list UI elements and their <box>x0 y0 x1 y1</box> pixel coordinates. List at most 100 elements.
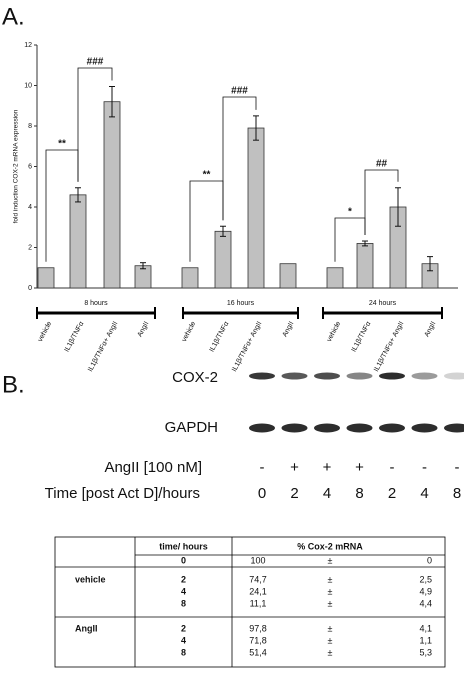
blot-label: GAPDH <box>165 419 218 436</box>
blot-band <box>346 423 373 433</box>
time: 4 <box>323 485 331 502</box>
y-tick-label: 10 <box>24 82 32 89</box>
blot-band <box>249 423 275 433</box>
y-tick-label: 4 <box>28 204 32 211</box>
y-tick-label: 8 <box>28 123 32 130</box>
bar <box>356 243 374 289</box>
table-border <box>54 536 446 668</box>
bracket <box>222 96 257 221</box>
table-cell: ± <box>328 574 333 584</box>
group-label: 24 hours <box>369 300 397 307</box>
y-tick-label: 0 <box>28 285 32 292</box>
error-bar <box>220 225 226 237</box>
row-label: Time [post Act D]/hours <box>45 485 200 502</box>
table-cell: 100 <box>250 555 265 565</box>
bar <box>37 267 55 289</box>
bar <box>181 267 199 289</box>
time: 8 <box>453 485 461 502</box>
blot-band <box>314 372 340 380</box>
sign: + <box>355 459 364 476</box>
bar <box>69 194 87 289</box>
x-tick-label: AngII <box>282 320 296 338</box>
time: 2 <box>388 485 396 502</box>
table-group: AngII <box>75 623 98 633</box>
bracket <box>364 169 399 236</box>
error-bar <box>75 187 81 203</box>
table-cell: 51,4 <box>249 647 267 657</box>
blot-band <box>411 423 438 433</box>
error-bar <box>140 262 146 270</box>
table-cell: ± <box>328 555 333 565</box>
bar <box>326 267 344 289</box>
sign: - <box>422 459 427 476</box>
blot-band <box>379 372 405 380</box>
table-cell: 2,5 <box>419 574 432 584</box>
sign: - <box>260 459 265 476</box>
group-label: 8 hours <box>84 300 108 307</box>
y-axis-title: fold induction COX-2 mRNA expression <box>13 109 20 223</box>
significance: * <box>348 207 352 218</box>
panel-label: A. <box>2 3 25 30</box>
x-tick-label: AngII <box>424 320 438 338</box>
x-tick-label: AngII <box>137 320 151 338</box>
blot-band <box>346 372 373 380</box>
x-tick-label: IL1β/TNFα <box>64 321 86 354</box>
error-bar <box>109 86 115 118</box>
x-tick-label: vehicle <box>181 320 197 343</box>
table-cell: 0 <box>181 555 186 565</box>
x-tick-label: IL1β/TNFα+ AngII <box>231 320 263 373</box>
significance: ** <box>203 170 211 181</box>
time: 0 <box>258 485 266 502</box>
x-tick-label: vehicle <box>326 320 342 343</box>
bar <box>279 263 297 289</box>
row-label: AngII [100 nM] <box>104 459 202 476</box>
table-cell: ± <box>328 647 333 657</box>
table-cell: 4,4 <box>419 598 432 608</box>
y-tick-label: 2 <box>28 244 32 251</box>
table-cell: 74,7 <box>249 574 267 584</box>
time: 8 <box>355 485 363 502</box>
panel-label: B. <box>2 371 25 398</box>
group-label: 16 hours <box>227 300 255 307</box>
table-cell: 4 <box>181 635 186 645</box>
blot-band <box>411 372 438 380</box>
y-tick-label: 12 <box>24 42 32 49</box>
time: 2 <box>290 485 298 502</box>
table-cell: 8 <box>181 647 186 657</box>
table-cell: ± <box>328 623 333 633</box>
table-cell: 5,3 <box>419 647 432 657</box>
x-tick-label: IL1β/TNFα+ AngII <box>373 320 405 373</box>
table-group: vehicle <box>75 574 106 584</box>
bar <box>247 127 265 289</box>
x-tick-label: IL1β/TNFα <box>209 321 231 354</box>
table-cell: 97,8 <box>249 623 267 633</box>
bar <box>103 101 121 289</box>
significance: ## <box>376 159 388 170</box>
blot-band <box>444 372 464 380</box>
sign: - <box>390 459 395 476</box>
sign: + <box>323 459 332 476</box>
x-tick-label: vehicle <box>37 320 53 343</box>
sign: - <box>455 459 460 476</box>
blot-label: COX-2 <box>172 369 218 386</box>
error-bar <box>395 187 401 227</box>
blot-band <box>281 423 308 433</box>
table-cell: 24,1 <box>249 586 267 596</box>
table-cell: 1,1 <box>419 635 432 645</box>
table-cell: 4,1 <box>419 623 432 633</box>
blot-band <box>249 372 275 380</box>
y-tick-label: 6 <box>28 163 32 170</box>
bar <box>214 230 232 289</box>
significance: ### <box>87 57 104 68</box>
table-cell: 0 <box>427 555 432 565</box>
table-cell: 11,1 <box>250 598 267 608</box>
table-cell: 4 <box>181 586 186 596</box>
bracket <box>77 67 113 182</box>
table-header: time/ hours <box>159 541 208 551</box>
table-cell: 4,9 <box>419 586 432 596</box>
error-bar <box>253 115 259 141</box>
table-cell: ± <box>328 586 333 596</box>
table-cell: 71,8 <box>249 635 267 645</box>
table-cell: 2 <box>181 574 186 584</box>
